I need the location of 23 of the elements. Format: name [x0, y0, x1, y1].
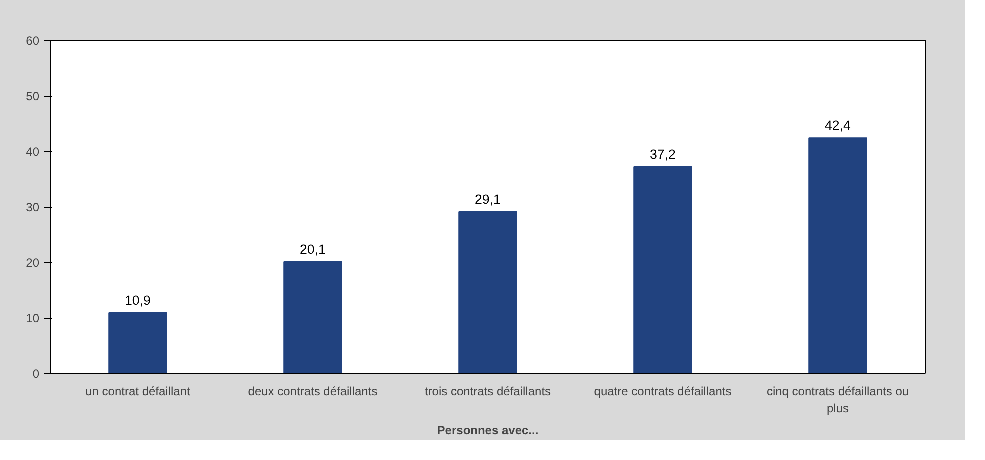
bar: [108, 312, 168, 374]
bar: [634, 166, 692, 374]
bar: [458, 211, 518, 374]
y-tick-label: 60: [26, 34, 40, 48]
x-tick-label: trois contrats défaillants: [424, 384, 552, 398]
x-tick-label: cinq contrats défaillants ou plus: [766, 384, 910, 416]
data-label: 42,4: [825, 118, 852, 134]
bar: [284, 261, 342, 374]
x-tick-label: quatre contrats défaillants: [594, 384, 732, 398]
y-tick-label: 40: [26, 145, 40, 159]
y-tick-label: 50: [26, 90, 40, 104]
y-tick-label: 10: [26, 312, 40, 326]
data-label: 20,1: [300, 242, 326, 257]
y-tick-label: 0: [32, 367, 40, 381]
y-tick-label: 30: [26, 200, 40, 214]
data-label: 29,1: [475, 192, 501, 207]
x-axis-title: Personnes avec...: [437, 423, 539, 438]
x-tick-label: un contrat défaillant: [86, 384, 192, 398]
data-label: 37,2: [650, 147, 676, 162]
data-label: 10,9: [125, 293, 151, 308]
x-tick-label: deux contrats défaillants: [248, 384, 378, 398]
y-tick-label: 20: [26, 256, 40, 270]
bar: [808, 138, 868, 374]
